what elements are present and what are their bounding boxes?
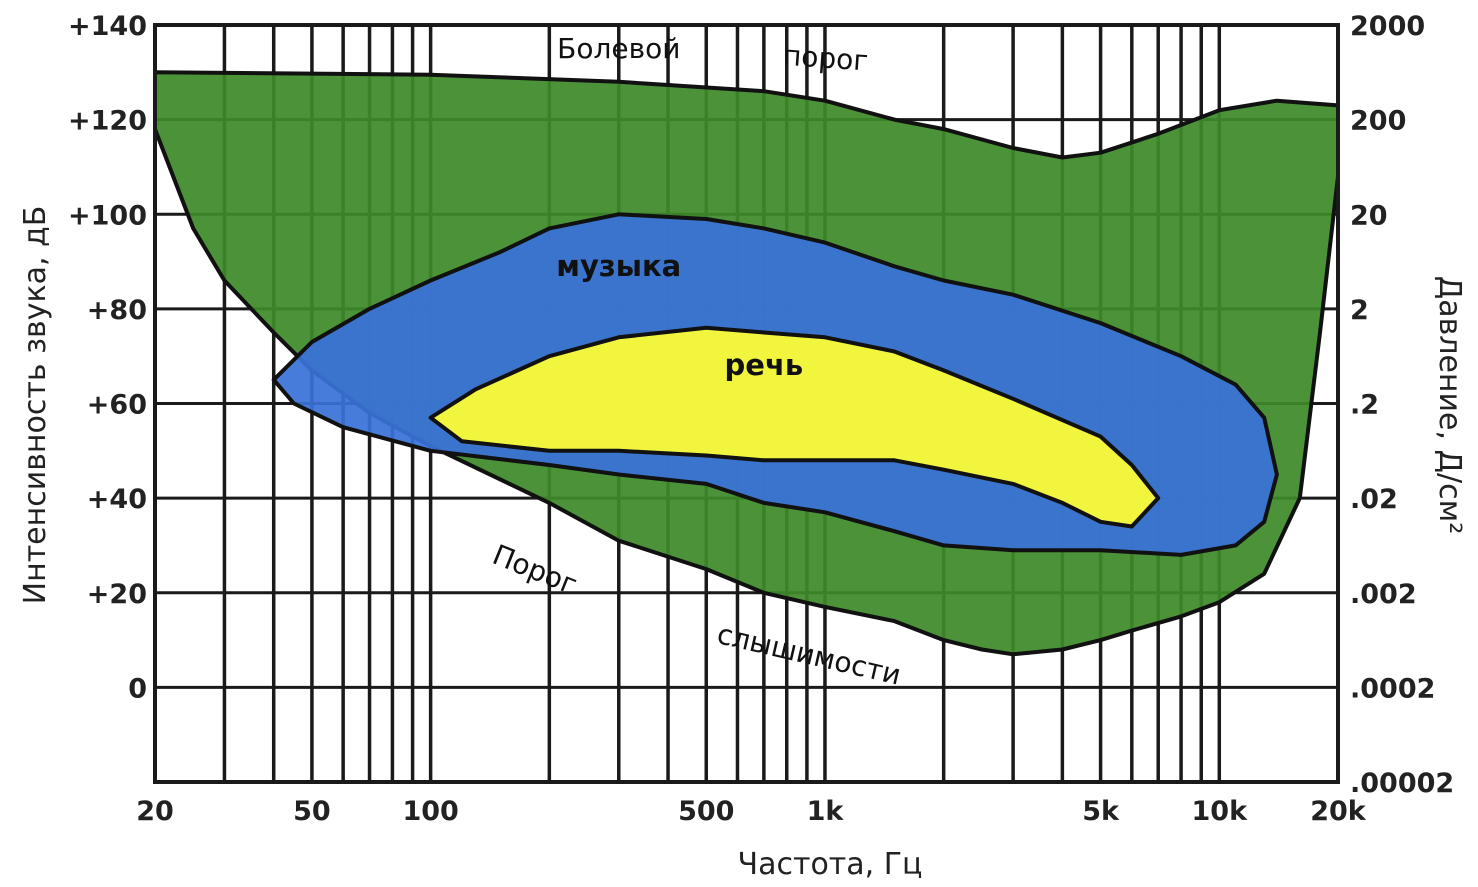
x-tick-label: 10k bbox=[1192, 796, 1249, 827]
y2-tick-label: 200 bbox=[1350, 106, 1406, 137]
x-axis-title: Частота, Гц bbox=[738, 847, 923, 882]
x-tick-label: 20k bbox=[1310, 796, 1367, 827]
y-tick-label: +100 bbox=[68, 200, 147, 231]
x-tick-label: 20 bbox=[136, 796, 174, 827]
x-tick-label: 500 bbox=[678, 796, 734, 827]
y-tick-label: +20 bbox=[87, 579, 147, 610]
y2-tick-label: 2000 bbox=[1350, 11, 1425, 42]
y2-tick-label: .02 bbox=[1350, 484, 1398, 515]
y2-tick-label: .2 bbox=[1350, 390, 1379, 421]
x-tick-label: 100 bbox=[402, 796, 458, 827]
y-tick-label: +120 bbox=[68, 106, 147, 137]
x-tick-label: 50 bbox=[293, 796, 331, 827]
x-tick-label: 1k bbox=[807, 796, 845, 827]
annotation-label: Болевой bbox=[557, 32, 680, 65]
y-tick-label: +40 bbox=[87, 484, 147, 515]
region-речь bbox=[428, 325, 1161, 529]
y2-tick-label: 20 bbox=[1350, 200, 1388, 231]
y2-axis-title: Давление, Д/см² bbox=[1432, 276, 1467, 534]
annotation-label: речь bbox=[725, 348, 804, 382]
y-tick-label: +60 bbox=[87, 390, 147, 421]
plot-frame bbox=[153, 23, 1340, 784]
regions bbox=[153, 70, 1340, 657]
y2-tick-label: 2 bbox=[1350, 295, 1369, 326]
x-tick-label: 5k bbox=[1082, 796, 1120, 827]
annotation-label: порог bbox=[782, 39, 869, 78]
y2-tick-label: .0002 bbox=[1350, 673, 1435, 704]
y2-tick-label: .00002 bbox=[1350, 768, 1454, 799]
tick-labels: 20 50 100 500 1k 5k 10k 20k+140+120+100+80+60+4… bbox=[68, 11, 1454, 827]
y-axis-title: Интенсивность звука, дБ bbox=[18, 206, 53, 605]
annotation-label: музыка bbox=[556, 249, 681, 283]
y-tick-label: +140 bbox=[68, 11, 147, 42]
y2-tick-label: .002 bbox=[1350, 579, 1417, 610]
y-tick-label: 0 bbox=[128, 673, 147, 704]
y-tick-label: +80 bbox=[87, 295, 147, 326]
